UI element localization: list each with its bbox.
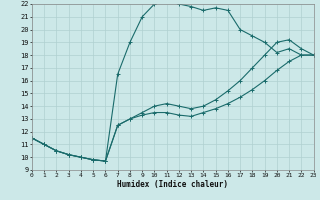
X-axis label: Humidex (Indice chaleur): Humidex (Indice chaleur)	[117, 180, 228, 189]
